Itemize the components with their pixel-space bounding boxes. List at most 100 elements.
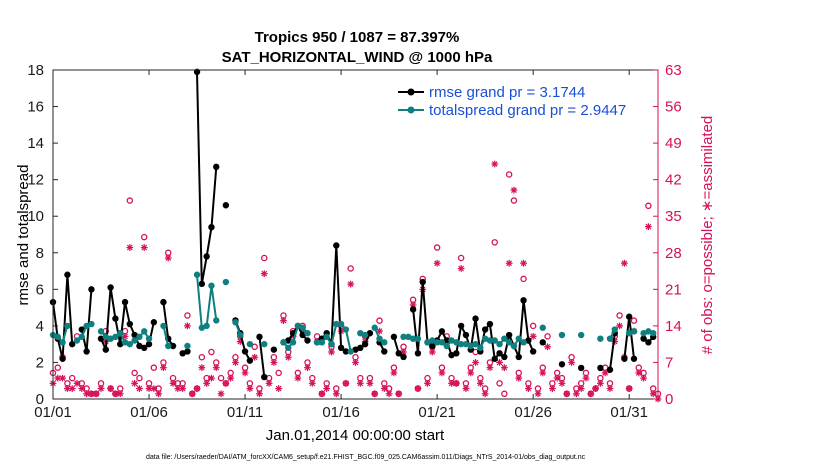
obs-assimilated-stroke bbox=[501, 364, 508, 371]
obs-assimilated-marker bbox=[356, 379, 364, 387]
totalspread-point bbox=[328, 340, 335, 348]
obs-assimilated-marker bbox=[534, 390, 542, 398]
obs-assimilated-stroke bbox=[136, 385, 143, 392]
obs-assimilated-stroke bbox=[174, 385, 181, 392]
obs-assimilated-stroke bbox=[496, 359, 503, 366]
obs-assimilated-stroke bbox=[160, 364, 167, 371]
rmse-point bbox=[529, 348, 537, 355]
obs-possible-marker bbox=[347, 265, 354, 272]
obs-assimilated-stroke bbox=[549, 385, 556, 392]
obs-assimilated-marker bbox=[635, 369, 643, 377]
obs-assimilated-stroke bbox=[535, 390, 541, 397]
obs-assimilated-marker bbox=[160, 364, 167, 372]
y-tick-label: 16 bbox=[27, 99, 44, 116]
rmse-point bbox=[145, 340, 153, 348]
rmse-point bbox=[337, 344, 345, 352]
totalspread-point bbox=[481, 335, 489, 342]
rmse-point bbox=[342, 348, 350, 355]
obs-assimilated-marker bbox=[452, 379, 460, 387]
rmse-point bbox=[270, 346, 278, 353]
obs-assimilated-marker bbox=[241, 369, 249, 377]
rmse-point bbox=[361, 340, 369, 348]
legend-rmse-marker bbox=[407, 88, 415, 96]
obs-layer bbox=[49, 160, 662, 403]
rmse-point bbox=[69, 340, 76, 348]
rmse-point bbox=[520, 297, 527, 304]
obs-assimilated-marker bbox=[649, 390, 657, 398]
obs-assimilated-marker bbox=[275, 385, 283, 392]
obs-possible-marker bbox=[54, 364, 62, 371]
obs-assimilated-marker bbox=[462, 385, 470, 392]
obs-assimilated-stroke bbox=[83, 390, 90, 397]
y-tick-label: 6 bbox=[36, 281, 44, 298]
obs-assimilated-stroke bbox=[439, 370, 445, 376]
rmse-point bbox=[438, 328, 446, 335]
rmse-point bbox=[126, 320, 134, 328]
obs-assimilated-marker bbox=[140, 244, 148, 251]
obs-assimilated-stroke bbox=[640, 375, 647, 381]
totalspread-point bbox=[59, 339, 66, 346]
obs-assimilated-marker bbox=[78, 385, 86, 392]
obs-assimilated-marker bbox=[616, 322, 623, 330]
obs-assimilated-marker bbox=[251, 353, 259, 361]
obs-assimilated-marker bbox=[131, 379, 139, 387]
totalspread-point bbox=[213, 317, 220, 324]
obs-assimilated-marker bbox=[548, 385, 556, 392]
obs-assimilated-marker bbox=[246, 385, 254, 392]
totalspread-point bbox=[83, 322, 90, 330]
y2-axis-label: # of obs: o=possible; ∗=assimilated bbox=[699, 116, 716, 355]
obs-assimilated-stroke bbox=[587, 390, 594, 397]
obs-assimilated-marker bbox=[539, 369, 547, 377]
obs-assimilated-marker bbox=[644, 223, 652, 231]
totalspread-point bbox=[107, 335, 114, 342]
y2-tick-label: 0 bbox=[665, 391, 673, 408]
rmse-point bbox=[645, 339, 652, 346]
rmse-point bbox=[83, 348, 90, 355]
obs-assimilated-marker bbox=[424, 379, 431, 387]
rmse-point bbox=[400, 353, 407, 361]
obs-assimilated-marker bbox=[318, 390, 326, 398]
obs-possible-marker bbox=[251, 343, 258, 351]
obs-assimilated-stroke bbox=[309, 380, 316, 387]
rmse-point bbox=[457, 322, 465, 330]
obs-assimilated-marker bbox=[448, 379, 455, 387]
obs-assimilated-marker bbox=[332, 390, 340, 398]
obs-assimilated-stroke bbox=[112, 390, 119, 397]
rmse-point bbox=[117, 340, 124, 348]
obs-assimilated-stroke bbox=[74, 380, 80, 387]
obs-assimilated-stroke bbox=[271, 359, 277, 366]
obs-assimilated-marker bbox=[385, 390, 393, 398]
rmse-point bbox=[198, 280, 206, 288]
totalspread-point bbox=[443, 342, 450, 350]
obs-assimilated-stroke bbox=[386, 390, 392, 397]
obs-assimilated-marker bbox=[284, 353, 292, 361]
y-tick-label: 12 bbox=[27, 172, 44, 189]
y-tick-label: 2 bbox=[36, 354, 44, 371]
obs-assimilated-marker bbox=[145, 385, 153, 392]
y-axis-left: 0 2 4 6 8 10 12 14 16 18 bbox=[27, 62, 58, 408]
obs-assimilated-stroke bbox=[472, 359, 479, 366]
obs-assimilated-stroke bbox=[184, 323, 191, 329]
obs-assimilated-marker bbox=[304, 364, 311, 372]
obs-assimilated-marker bbox=[380, 385, 388, 392]
totalspread-point bbox=[246, 340, 254, 348]
obs-assimilated-stroke bbox=[463, 385, 469, 392]
rmse-point bbox=[577, 364, 585, 372]
rmse-point bbox=[107, 284, 114, 291]
obs-assimilated-stroke bbox=[410, 302, 416, 308]
totalspread-point bbox=[510, 342, 518, 350]
totalspread-point bbox=[558, 331, 566, 339]
obs-assimilated-stroke bbox=[597, 380, 604, 387]
rmse-line bbox=[609, 333, 616, 370]
obs-possible-marker bbox=[645, 202, 652, 210]
totalspread-point bbox=[313, 339, 321, 346]
obs-possible-marker bbox=[630, 317, 638, 324]
totalspread-point bbox=[342, 326, 350, 333]
obs-assimilated-stroke bbox=[285, 354, 292, 361]
y2-tick-label: 49 bbox=[665, 135, 682, 152]
totalspread-point bbox=[73, 337, 81, 344]
rmse-point bbox=[141, 344, 148, 352]
obs-assimilated-marker bbox=[515, 374, 523, 382]
obs-assimilated-stroke bbox=[155, 390, 162, 397]
obs-assimilated-marker bbox=[164, 254, 172, 262]
